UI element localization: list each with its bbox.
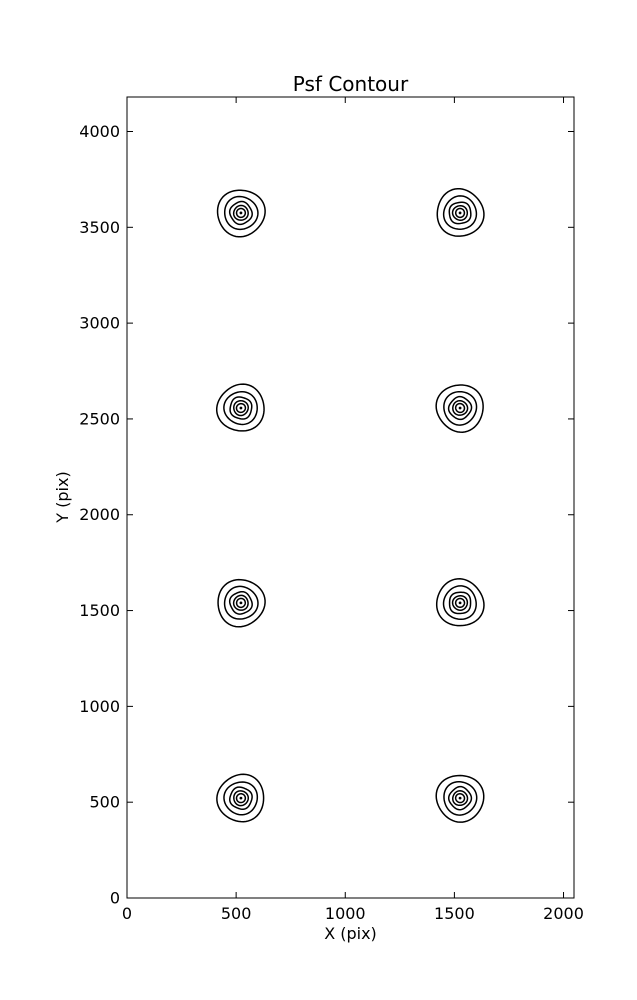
x-tick-label: 1500 — [434, 904, 475, 923]
contour-ring — [435, 578, 485, 627]
chart-title: Psf Contour — [292, 72, 409, 96]
contour-ring — [235, 402, 247, 414]
contour-ring — [228, 200, 253, 226]
contour-blob — [435, 578, 485, 627]
contour-blob — [435, 774, 485, 823]
y-tick-label: 2500 — [79, 409, 120, 428]
contour-ring — [435, 774, 485, 823]
contour-ring — [452, 399, 469, 416]
plot-border — [126, 96, 575, 899]
contour-ring — [228, 786, 253, 811]
contour-ring — [448, 591, 472, 615]
contour-ring — [436, 187, 485, 237]
psf-center-dot — [239, 211, 243, 215]
y-tick-label: 0 — [110, 889, 120, 908]
contour-ring — [233, 400, 249, 417]
y-tick-label: 1000 — [79, 697, 120, 716]
contour-ring — [454, 207, 466, 219]
contour-ring — [451, 595, 469, 611]
psf-center-dot — [458, 406, 462, 410]
contour-ring — [223, 781, 259, 816]
contour-ring — [442, 195, 478, 230]
contour-blob — [215, 383, 265, 432]
contour-ring — [448, 201, 472, 225]
contour-ring — [216, 189, 266, 238]
contour-ring — [451, 205, 469, 221]
y-tick-label: 500 — [89, 793, 120, 812]
y-tick-label: 4000 — [79, 122, 120, 141]
contour-blob — [435, 384, 484, 433]
psf-center-dot — [239, 796, 243, 800]
y-tick-label: 1500 — [79, 601, 120, 620]
x-tick-label: 500 — [221, 904, 252, 923]
y-tick-label: 2000 — [79, 505, 120, 524]
contour-ring — [223, 390, 258, 426]
contour-ring — [235, 793, 247, 804]
x-tick-label: 2000 — [543, 904, 584, 923]
contour-ring — [229, 396, 253, 420]
contour-ring — [452, 790, 469, 807]
contour-blob — [216, 189, 266, 238]
contour-ring — [232, 204, 249, 221]
psf-center-dot — [458, 796, 462, 800]
psf-center-dot — [458, 211, 462, 215]
psf-center-dot — [239, 601, 243, 605]
contour-ring — [454, 597, 466, 609]
contour-ring — [232, 594, 249, 611]
contour-blob — [217, 578, 266, 628]
x-tick-label: 0 — [122, 904, 132, 923]
contour-blob — [436, 187, 485, 237]
contour-ring — [447, 395, 473, 421]
contour-ring — [443, 390, 478, 426]
contour-ring — [228, 590, 253, 615]
y-tick-label: 3500 — [79, 218, 120, 237]
contour-ring — [235, 597, 247, 609]
contour-ring — [217, 578, 266, 628]
contour-ring — [454, 793, 466, 804]
contour-ring — [216, 773, 265, 823]
contour-blob — [216, 773, 265, 823]
contour-ring — [215, 383, 265, 432]
contour-ring — [235, 207, 247, 219]
x-axis-label: X (pix) — [324, 924, 377, 943]
contour-ring — [447, 785, 473, 811]
contour-ring — [454, 402, 466, 414]
psf-center-dot — [458, 601, 462, 605]
y-tick-label: 3000 — [79, 314, 120, 333]
psf-center-dot — [239, 406, 243, 410]
contour-ring — [233, 790, 250, 807]
contour-ring — [442, 585, 477, 620]
contour-ring — [223, 585, 259, 620]
x-tick-label: 1000 — [325, 904, 366, 923]
y-axis-label: Y (pix) — [53, 471, 72, 523]
contour-ring — [223, 195, 259, 231]
contour-ring — [443, 780, 478, 816]
contour-ring — [435, 384, 484, 433]
